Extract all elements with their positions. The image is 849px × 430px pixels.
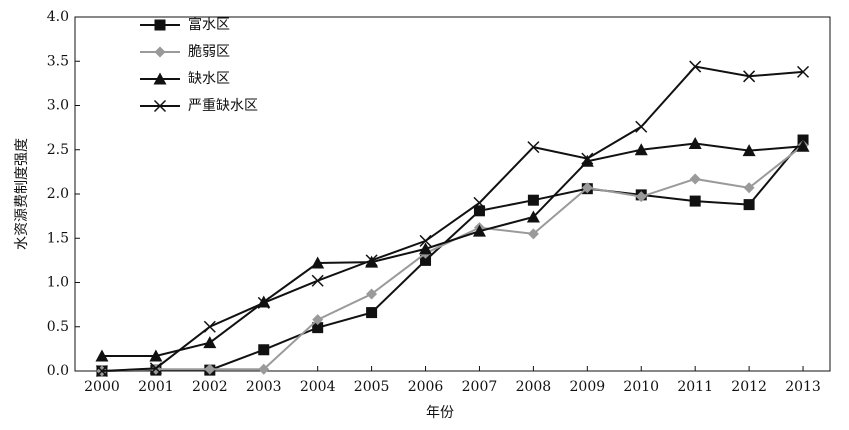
x-tick-label: 2011 bbox=[677, 379, 713, 395]
marker bbox=[527, 194, 539, 206]
marker bbox=[742, 144, 756, 157]
y-tick-label: 2.5 bbox=[47, 142, 69, 158]
marker bbox=[420, 254, 432, 266]
series-line bbox=[101, 139, 804, 372]
series-line bbox=[101, 65, 804, 372]
y-tick-label: 3.5 bbox=[47, 53, 69, 69]
marker bbox=[258, 363, 270, 375]
marker bbox=[312, 314, 324, 326]
marker bbox=[743, 70, 756, 83]
marker bbox=[95, 364, 108, 378]
marker bbox=[473, 196, 486, 209]
y-tick-label: 0.0 bbox=[47, 363, 69, 379]
marker bbox=[581, 182, 593, 194]
x-tick-label: 2012 bbox=[731, 379, 767, 395]
x-tick-label: 2008 bbox=[516, 379, 552, 395]
legend-label: 脆弱区 bbox=[188, 43, 230, 60]
marker bbox=[95, 349, 109, 362]
legend-label: 富水区 bbox=[188, 16, 230, 33]
marker bbox=[526, 210, 540, 223]
y-tick-label: 1.5 bbox=[47, 230, 69, 246]
marker bbox=[581, 152, 594, 165]
marker bbox=[419, 242, 433, 255]
marker bbox=[527, 141, 540, 154]
legend-marker bbox=[153, 99, 167, 113]
marker bbox=[797, 65, 810, 78]
marker bbox=[473, 205, 485, 217]
marker bbox=[311, 274, 324, 287]
legend-marker bbox=[154, 19, 166, 31]
marker bbox=[743, 199, 755, 211]
y-tick-label: 0.5 bbox=[47, 319, 69, 335]
marker bbox=[796, 139, 810, 152]
x-tick-label: 2003 bbox=[246, 379, 282, 395]
marker bbox=[258, 344, 270, 356]
marker bbox=[580, 154, 594, 167]
marker bbox=[689, 195, 701, 207]
legend-marker bbox=[154, 46, 166, 58]
y-axis-label: 水资源费制度强度 bbox=[14, 138, 30, 250]
marker bbox=[689, 173, 701, 185]
marker bbox=[257, 296, 270, 309]
x-tick-label: 2001 bbox=[138, 379, 174, 395]
y-tick-label: 1.0 bbox=[47, 275, 69, 291]
x-axis-label: 年份 bbox=[426, 405, 454, 421]
x-tick-label: 2004 bbox=[300, 379, 336, 395]
x-tick-label: 2013 bbox=[785, 379, 821, 395]
series-line bbox=[101, 142, 804, 357]
marker bbox=[203, 320, 216, 333]
x-tick-label: 2002 bbox=[192, 379, 228, 395]
marker bbox=[312, 322, 324, 334]
marker bbox=[635, 120, 648, 133]
x-tick-label: 2000 bbox=[84, 379, 120, 395]
y-tick-label: 2.0 bbox=[47, 186, 69, 202]
marker bbox=[366, 288, 378, 300]
x-tick-label: 2007 bbox=[462, 379, 498, 395]
marker bbox=[689, 60, 702, 73]
marker bbox=[149, 362, 162, 375]
marker bbox=[472, 224, 486, 237]
marker bbox=[743, 182, 755, 194]
marker bbox=[419, 234, 432, 247]
y-tick-label: 3.0 bbox=[47, 98, 69, 114]
marker bbox=[688, 137, 702, 150]
legend-label: 严重缺水区 bbox=[188, 98, 258, 114]
marker bbox=[149, 349, 163, 362]
marker bbox=[311, 256, 325, 269]
x-tick-label: 2006 bbox=[408, 379, 444, 395]
x-tick-label: 2005 bbox=[354, 379, 390, 395]
marker bbox=[203, 336, 217, 349]
x-tick-label: 2010 bbox=[623, 379, 659, 395]
x-tick-label: 2009 bbox=[570, 379, 606, 395]
marker bbox=[365, 254, 378, 267]
legend-label: 缺水区 bbox=[188, 71, 230, 87]
legend-marker bbox=[153, 72, 167, 85]
marker bbox=[527, 228, 539, 240]
marker bbox=[635, 191, 647, 203]
marker bbox=[366, 307, 378, 319]
marker bbox=[204, 363, 216, 375]
y-tick-label: 4.0 bbox=[47, 9, 69, 25]
marker bbox=[634, 143, 648, 156]
